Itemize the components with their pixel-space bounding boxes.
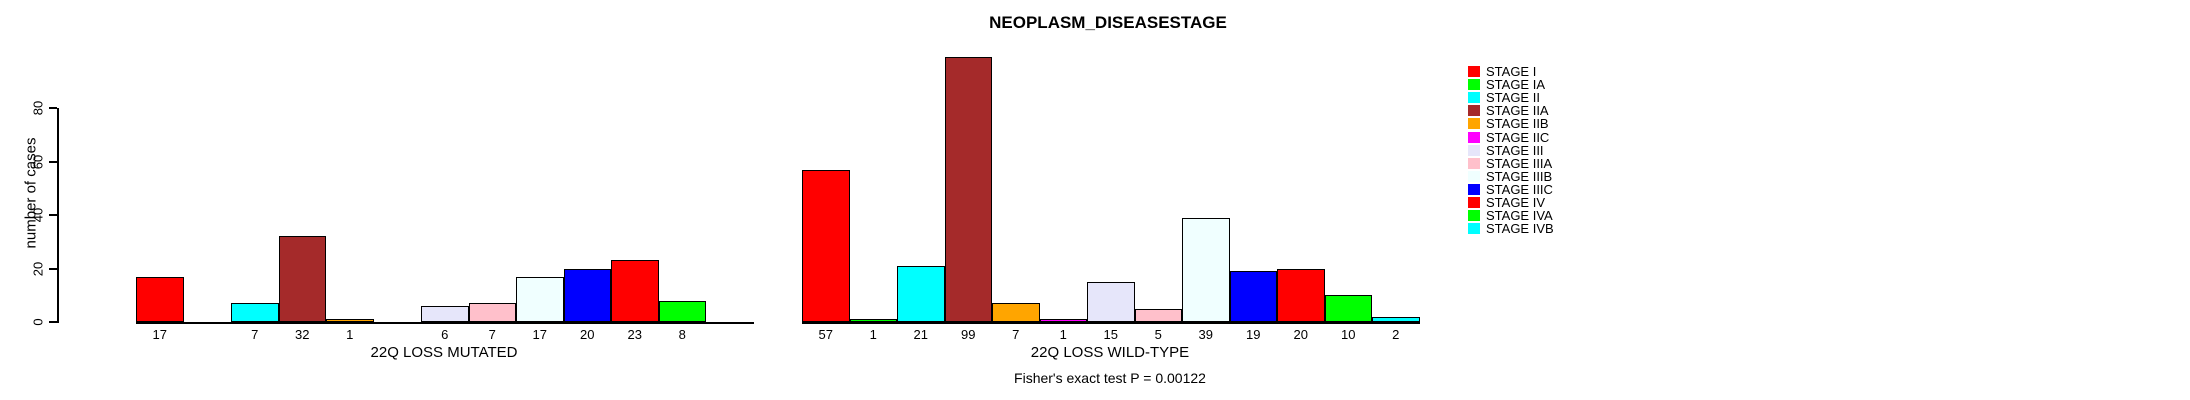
legend-swatch [1468, 170, 1480, 182]
bar-value-label: 32 [295, 327, 310, 342]
legend-swatch [1468, 79, 1480, 91]
bar-stage-iic [1039, 319, 1087, 322]
bar-value-label: 1 [346, 327, 354, 342]
x-axis-baseline [802, 322, 1420, 324]
legend-label: STAGE IV [1486, 195, 1545, 210]
bar-stage-iia [278, 236, 326, 322]
bar-stage-iib [326, 319, 374, 322]
bar-value-label: 6 [441, 327, 449, 342]
bar-value-label: 5 [1154, 327, 1162, 342]
legend-swatch [1468, 144, 1480, 156]
legend-label: STAGE IIA [1486, 103, 1549, 119]
bar-value-label: 99 [961, 327, 976, 342]
bar-value-label: 7 [251, 327, 259, 342]
bar-value-label: 39 [1198, 327, 1213, 342]
legend-swatch [1468, 105, 1480, 117]
bar-value-label: 2 [1392, 327, 1400, 342]
fisher-test-annotation: Fisher's exact test P = 0.00122 [1014, 370, 1206, 386]
legend-label: STAGE IIB [1486, 116, 1549, 132]
bar-value-label: 20 [580, 327, 595, 342]
bar-value-label: 7 [488, 327, 496, 342]
y-tick-mark [49, 214, 57, 216]
chart-title: NEOPLASM_DISEASESTAGE [989, 13, 1227, 32]
bar-value-label: 17 [532, 327, 547, 342]
bar-value-label: 15 [1103, 327, 1118, 342]
y-tick-label: 80 [30, 100, 46, 116]
y-tick-mark [49, 107, 57, 109]
legend-label: STAGE IA [1486, 77, 1545, 93]
bar-value-label: 19 [1246, 327, 1261, 342]
legend-swatch [1468, 157, 1480, 169]
y-tick-label: 0 [30, 318, 46, 326]
y-tick-mark [49, 321, 57, 323]
bar-stage-iiib [1182, 217, 1230, 322]
legend-label: STAGE I [1486, 64, 1537, 79]
legend-label: STAGE IVB [1486, 221, 1554, 237]
bar-value-label: 8 [678, 327, 686, 342]
bar-stage-iva [1324, 295, 1372, 322]
bar-value-label: 21 [913, 327, 928, 342]
legend-label: STAGE IIIC [1486, 181, 1553, 197]
legend-swatch [1468, 197, 1480, 208]
bar-stage-ii [897, 265, 945, 322]
bar-stage-iia [944, 57, 992, 322]
bar-stage-iiia [468, 303, 516, 322]
group-label-mutated: 22Q LOSS MUTATED [370, 344, 518, 361]
legend-label: STAGE IIIA [1486, 155, 1553, 171]
legend-swatch [1468, 92, 1480, 104]
bar-value-label: 7 [1012, 327, 1020, 342]
bar-value-label: 57 [818, 327, 833, 342]
legend-label: STAGE IVA [1486, 208, 1553, 224]
legend-label: STAGE III [1486, 142, 1544, 158]
bar-stage-iiic [1229, 271, 1277, 322]
bar-value-label: 20 [1293, 327, 1308, 342]
legend-swatch [1468, 223, 1480, 235]
bar-stage-iiic [563, 268, 611, 322]
bar-stage-iii [1087, 281, 1135, 322]
bar-value-label: 23 [627, 327, 642, 342]
legend-swatch [1468, 210, 1480, 222]
bar-stage-iv [1277, 268, 1325, 322]
group-label-wild-type: 22Q LOSS WILD-TYPE [1030, 344, 1190, 361]
legend-swatch [1468, 66, 1480, 77]
legend-swatch [1468, 131, 1480, 143]
bar-stage-iva [658, 300, 706, 322]
bar-stage-iib [992, 303, 1040, 322]
bar-stage-ivb [1372, 316, 1420, 322]
bar-stage-ii [231, 303, 279, 322]
bar-value-label: 17 [152, 327, 167, 342]
y-tick-label: 60 [30, 154, 46, 169]
legend-swatch [1468, 118, 1480, 130]
y-tick-label: 40 [30, 207, 46, 223]
bar-stage-iv [611, 260, 659, 322]
y-tick-mark [49, 267, 57, 270]
bar-stage-iiia [1134, 308, 1182, 322]
bar-stage-ia [849, 319, 897, 322]
bar-stage-iiib [516, 276, 564, 322]
y-tick-mark [49, 160, 57, 163]
bar-stage-i [802, 169, 850, 322]
bar-stage-iii [421, 305, 469, 322]
legend-swatch [1468, 183, 1480, 195]
legend-label: STAGE IIC [1486, 129, 1550, 145]
bar-value-label: 1 [869, 327, 877, 342]
y-axis [57, 108, 59, 323]
legend-label: STAGE IIIB [1486, 168, 1553, 184]
bar-value-label: 10 [1341, 327, 1356, 342]
bar-stage-i [136, 276, 184, 322]
y-tick-label: 20 [30, 261, 46, 276]
legend-label: STAGE II [1486, 90, 1540, 106]
bar-value-label: 1 [1059, 327, 1067, 342]
x-axis-baseline [136, 322, 754, 324]
